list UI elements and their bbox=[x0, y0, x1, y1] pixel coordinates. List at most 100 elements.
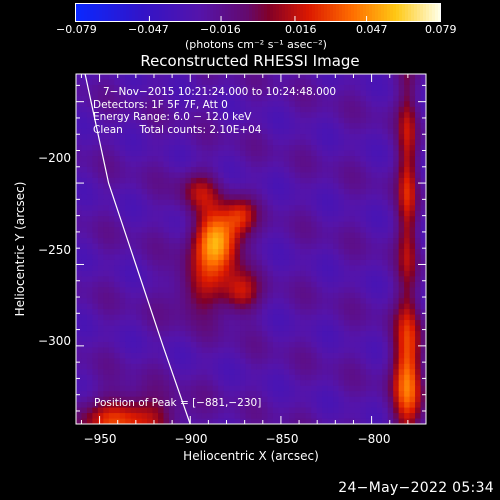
heatmap-cell bbox=[300, 352, 307, 359]
heatmap-cell bbox=[415, 298, 421, 305]
heatmap-cell bbox=[415, 418, 421, 425]
heatmap-cell bbox=[251, 341, 257, 348]
heatmap-cell bbox=[272, 79, 279, 86]
heatmap-cell bbox=[322, 156, 328, 162]
heatmap-cell bbox=[360, 249, 367, 255]
heatmap-cell bbox=[218, 402, 225, 408]
heatmap-cell bbox=[125, 188, 132, 195]
heatmap-cell bbox=[393, 391, 400, 398]
heatmap-cell bbox=[125, 166, 132, 173]
heatmap-cell bbox=[229, 210, 235, 217]
heatmap-cell bbox=[141, 352, 148, 359]
heatmap-cell bbox=[141, 166, 148, 173]
heatmap-cell bbox=[163, 331, 170, 337]
heatmap-cell bbox=[283, 391, 290, 398]
heatmap-cell bbox=[125, 287, 132, 294]
heatmap-cell bbox=[212, 341, 219, 348]
heatmap-cell bbox=[322, 385, 328, 392]
heatmap-cell bbox=[179, 95, 186, 102]
heatmap-cell bbox=[327, 336, 334, 343]
heatmap-cell bbox=[92, 188, 99, 195]
heatmap-cell bbox=[223, 303, 230, 310]
heatmap-cell bbox=[136, 325, 143, 332]
heatmap-cell bbox=[76, 227, 82, 233]
heatmap-cell bbox=[415, 134, 421, 141]
heatmap-cell bbox=[103, 216, 110, 223]
heatmap-cell bbox=[376, 210, 383, 217]
heatmap-cell bbox=[376, 161, 383, 168]
heatmap-cell bbox=[130, 238, 137, 244]
heatmap-cell bbox=[327, 309, 334, 316]
heatmap-cell bbox=[333, 254, 339, 261]
heatmap-cell bbox=[196, 418, 203, 425]
heatmap-cell bbox=[207, 298, 214, 305]
heatmap-cell bbox=[136, 139, 143, 146]
heatmap-cell bbox=[174, 238, 181, 244]
heatmap-cell bbox=[278, 331, 285, 337]
heatmap-cell bbox=[415, 352, 421, 359]
heatmap-cell bbox=[360, 238, 367, 244]
heatmap-cell bbox=[86, 216, 93, 223]
heatmap-cell bbox=[278, 352, 285, 359]
heatmap-cell bbox=[294, 380, 301, 387]
heatmap-cell bbox=[223, 210, 230, 217]
heatmap-cell bbox=[354, 396, 361, 403]
heatmap-cell bbox=[76, 101, 82, 108]
heatmap-cell bbox=[168, 117, 175, 124]
heatmap-cell bbox=[92, 303, 99, 310]
heatmap-cell bbox=[333, 134, 339, 141]
heatmap-cell bbox=[168, 380, 175, 387]
heatmap-cell bbox=[190, 188, 197, 195]
heatmap-cell bbox=[283, 232, 290, 239]
heatmap-cell bbox=[207, 74, 214, 80]
heatmap-cell bbox=[415, 309, 421, 316]
heatmap-cell bbox=[119, 287, 126, 294]
heatmap-cell bbox=[240, 205, 246, 212]
heatmap-cell bbox=[261, 292, 268, 299]
heatmap-cell bbox=[333, 276, 339, 283]
heatmap-cell bbox=[185, 325, 192, 332]
heatmap-cell bbox=[251, 407, 257, 414]
heatmap-cell bbox=[218, 210, 225, 217]
heatmap-cell bbox=[130, 145, 137, 151]
heatmap-cell bbox=[409, 352, 416, 359]
heatmap-cell bbox=[294, 243, 301, 250]
heatmap-cell bbox=[174, 418, 181, 425]
heatmap-cell bbox=[86, 128, 93, 135]
heatmap-cell bbox=[311, 227, 318, 233]
heatmap-cell bbox=[251, 292, 257, 299]
heatmap-cell bbox=[409, 172, 416, 179]
heatmap-cell bbox=[256, 79, 263, 86]
heatmap-cell bbox=[365, 369, 372, 376]
heatmap-cell bbox=[294, 150, 301, 157]
heatmap-cell bbox=[114, 232, 121, 239]
heatmap-cell bbox=[387, 402, 394, 408]
heatmap-cell bbox=[201, 270, 208, 277]
heatmap-cell bbox=[327, 243, 334, 250]
heatmap-cell bbox=[141, 281, 148, 288]
heatmap-cell bbox=[387, 331, 394, 337]
heatmap-cell bbox=[294, 227, 301, 233]
heatmap-cell bbox=[229, 418, 235, 425]
heatmap-cell bbox=[234, 139, 241, 146]
heatmap-cell bbox=[322, 303, 328, 310]
heatmap-cell bbox=[212, 84, 219, 91]
heatmap-cell bbox=[354, 128, 361, 135]
colorbar-swatch bbox=[189, 3, 193, 22]
heatmap-cell bbox=[158, 358, 164, 365]
heatmap-cell bbox=[119, 150, 126, 157]
heatmap-cell bbox=[240, 325, 246, 332]
heatmap-cell bbox=[294, 385, 301, 392]
heatmap-cell bbox=[311, 287, 318, 294]
heatmap-cell bbox=[415, 325, 421, 332]
heatmap-cell bbox=[125, 156, 132, 162]
heatmap-cell bbox=[338, 128, 345, 135]
heatmap-cell bbox=[158, 347, 164, 354]
heatmap-cell bbox=[393, 396, 400, 403]
heatmap-cell bbox=[245, 210, 252, 217]
heatmap-cell bbox=[365, 166, 372, 173]
heatmap-cell bbox=[267, 363, 274, 370]
colorbar-swatch bbox=[171, 3, 175, 22]
heatmap-cell bbox=[272, 128, 279, 135]
heatmap-cell bbox=[371, 331, 378, 337]
